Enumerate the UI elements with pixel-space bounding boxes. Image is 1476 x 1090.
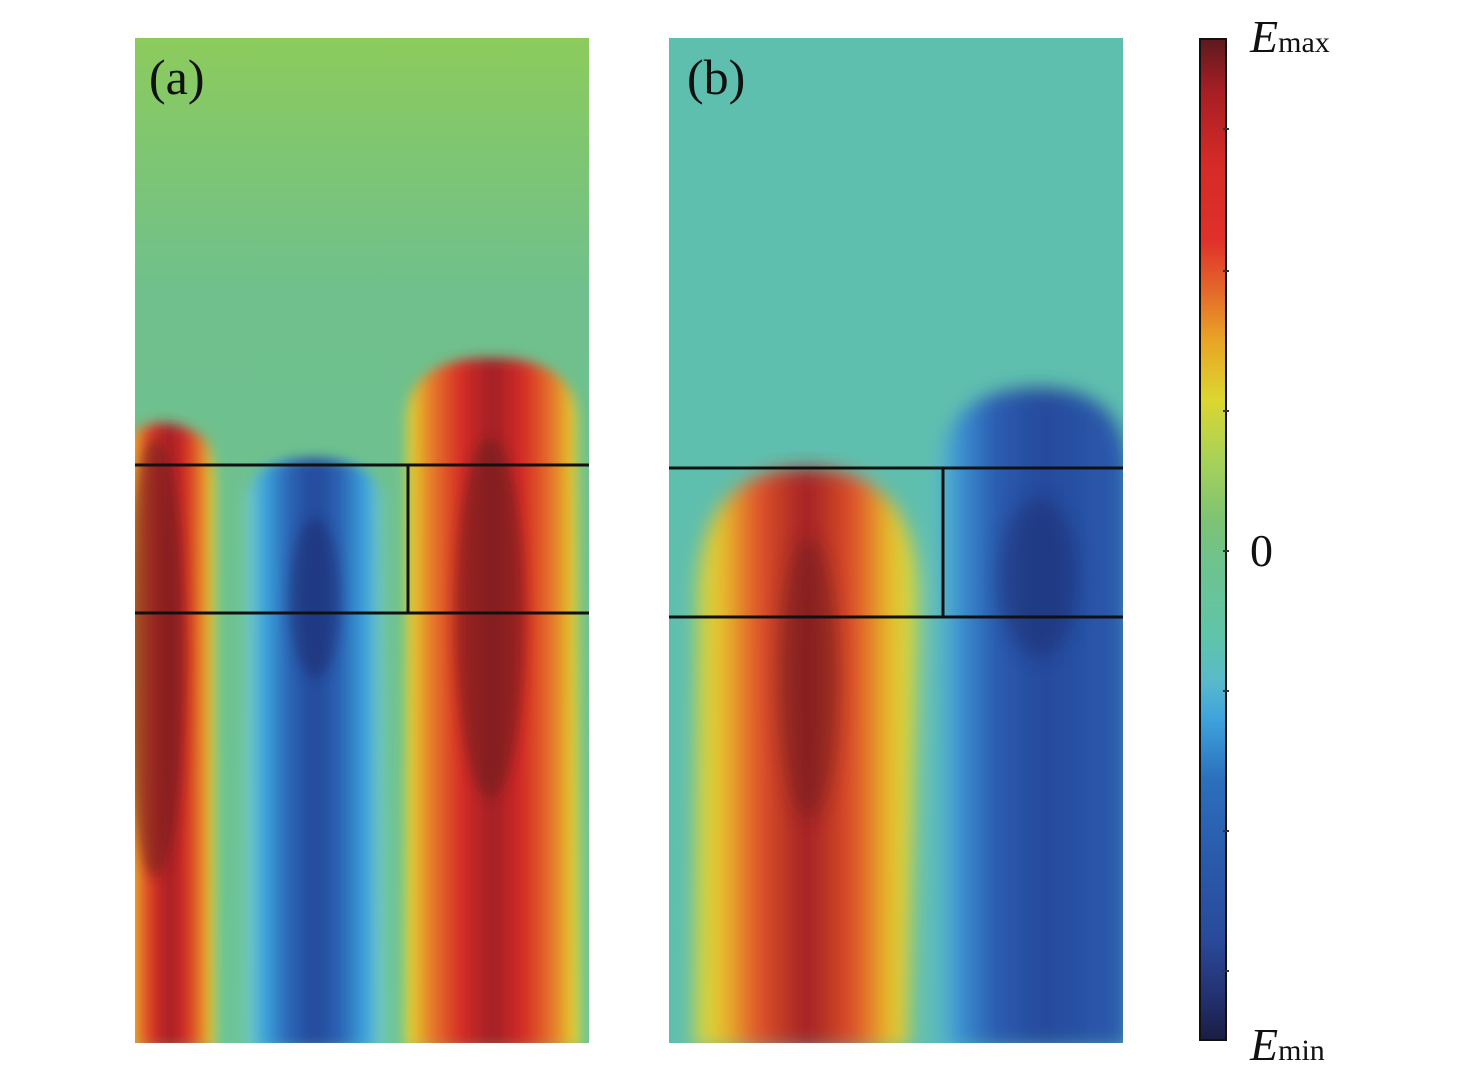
min-symbol: E [1250,1019,1279,1070]
field-map-panel-b: (b) [669,38,1123,1043]
max-subscript: max [1278,26,1330,59]
colorbar-min-label: Emin [1250,1022,1325,1068]
field-map-b-graphic [669,38,1123,1043]
colorbar-tick [1223,270,1229,272]
colorbar-tick [1223,970,1229,972]
min-subscript: min [1278,1034,1325,1067]
panel-label-a: (a) [149,49,205,105]
colorbar-tick [1223,690,1229,692]
colorbar-tick [1223,410,1229,412]
panel-label-b: (b) [687,49,746,105]
colorbar-max-label: Emax [1250,14,1330,60]
colorbar-tick [1223,550,1229,552]
max-symbol: E [1250,11,1279,62]
field-map-a-graphic [135,38,589,1043]
colorbar [1199,38,1227,1041]
colorbar-tick [1223,128,1229,130]
field-map-panel-a: (a) [135,38,589,1043]
colorbar-tick [1223,830,1229,832]
colorbar-zero-label: 0 [1250,525,1273,576]
